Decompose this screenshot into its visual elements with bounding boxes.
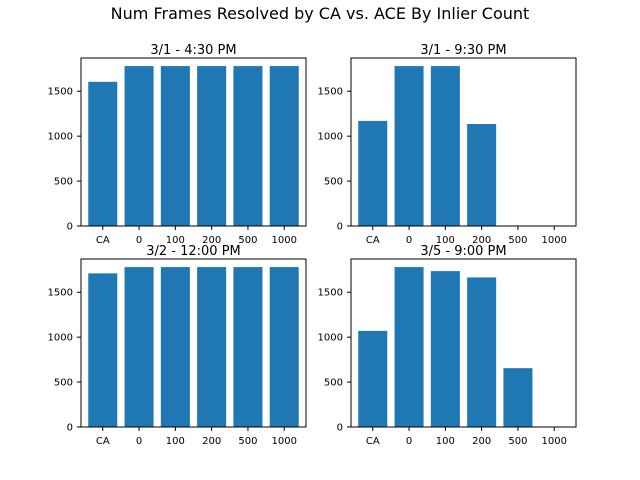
bar-CA (88, 81, 118, 226)
x-tick-label: 0 (136, 235, 142, 246)
bar-1000 (269, 66, 299, 226)
x-tick-label: CA (96, 436, 110, 447)
y-tick-label: 0 (67, 423, 73, 434)
axes-frame (80, 258, 307, 428)
y-tick-label: 0 (337, 222, 343, 233)
bar-200 (197, 66, 227, 226)
y-tick-label: 1500 (48, 87, 73, 98)
axes-frame (80, 57, 307, 227)
bar-CA (358, 330, 388, 427)
panel-title: 3/5 - 9:00 PM (420, 244, 506, 259)
figure-suptitle: Num Frames Resolved by CA vs. ACE By Inl… (111, 4, 530, 23)
panel-title: 3/1 - 4:30 PM (150, 43, 236, 58)
bar-200 (197, 267, 227, 427)
chart-panel-3: 3/2 - 12:00 PM CA 0 100 200 500 1000 0 500 1000 15… (48, 244, 307, 447)
bar-100 (160, 66, 190, 226)
x-tick-label: 500 (238, 235, 257, 246)
chart-panel-4: 3/5 - 9:00 PM CA 0 100 200 500 1000 0 500 1000 150… (318, 244, 577, 447)
bar-100 (430, 271, 460, 427)
bar-0 (124, 267, 154, 427)
bar-500 (503, 368, 533, 427)
y-tick-label: 1000 (48, 333, 73, 344)
bar-200 (467, 124, 497, 226)
x-tick-label: 100 (436, 235, 455, 246)
bar-100 (430, 66, 460, 226)
y-tick-label: 500 (324, 378, 343, 389)
bar-CA (358, 120, 388, 226)
y-tick-label: 500 (324, 177, 343, 188)
panel-title: 3/2 - 12:00 PM (146, 244, 241, 259)
x-tick-label: CA (366, 235, 380, 246)
x-tick-label: 1000 (541, 436, 566, 447)
bar-0 (394, 66, 424, 226)
axes-frame (350, 258, 577, 428)
x-tick-label: 1000 (271, 436, 296, 447)
x-tick-label: 100 (166, 235, 185, 246)
bar-0 (394, 267, 424, 427)
bar-100 (160, 267, 190, 427)
x-tick-label: 200 (472, 235, 491, 246)
x-tick-label: 200 (202, 436, 221, 447)
x-tick-label: 500 (508, 235, 527, 246)
y-tick-label: 1500 (48, 288, 73, 299)
bar-500 (233, 267, 263, 427)
x-tick-label: 1000 (541, 235, 566, 246)
bar-CA (88, 273, 118, 427)
x-tick-label: CA (96, 235, 110, 246)
bar-0 (124, 66, 154, 226)
bar-1000 (269, 267, 299, 427)
y-tick-label: 0 (337, 423, 343, 434)
x-tick-label: 200 (202, 235, 221, 246)
bar-200 (467, 277, 497, 427)
y-tick-label: 1500 (318, 87, 343, 98)
panel-title: 3/1 - 9:30 PM (420, 43, 506, 58)
chart-panel-1: 3/1 - 4:30 PM CA 0 100 200 500 1000 0 500 1000 150… (48, 43, 307, 246)
x-tick-label: CA (366, 436, 380, 447)
y-tick-label: 1500 (318, 288, 343, 299)
x-tick-label: 1000 (271, 235, 296, 246)
x-tick-label: 0 (406, 436, 412, 447)
bar-500 (233, 66, 263, 226)
x-tick-label: 200 (472, 436, 491, 447)
y-tick-label: 1000 (318, 132, 343, 143)
x-tick-label: 500 (508, 436, 527, 447)
x-tick-label: 500 (238, 436, 257, 447)
x-tick-label: 0 (406, 235, 412, 246)
x-tick-label: 100 (166, 436, 185, 447)
y-tick-label: 500 (54, 378, 73, 389)
y-tick-label: 0 (67, 222, 73, 233)
y-tick-label: 1000 (48, 132, 73, 143)
axes-frame (350, 57, 577, 227)
chart-panel-2: 3/1 - 9:30 PM CA 0 100 200 500 1000 0 500 1000 150… (318, 43, 577, 246)
x-tick-label: 0 (136, 436, 142, 447)
y-tick-label: 500 (54, 177, 73, 188)
y-tick-label: 1000 (318, 333, 343, 344)
x-tick-label: 100 (436, 436, 455, 447)
